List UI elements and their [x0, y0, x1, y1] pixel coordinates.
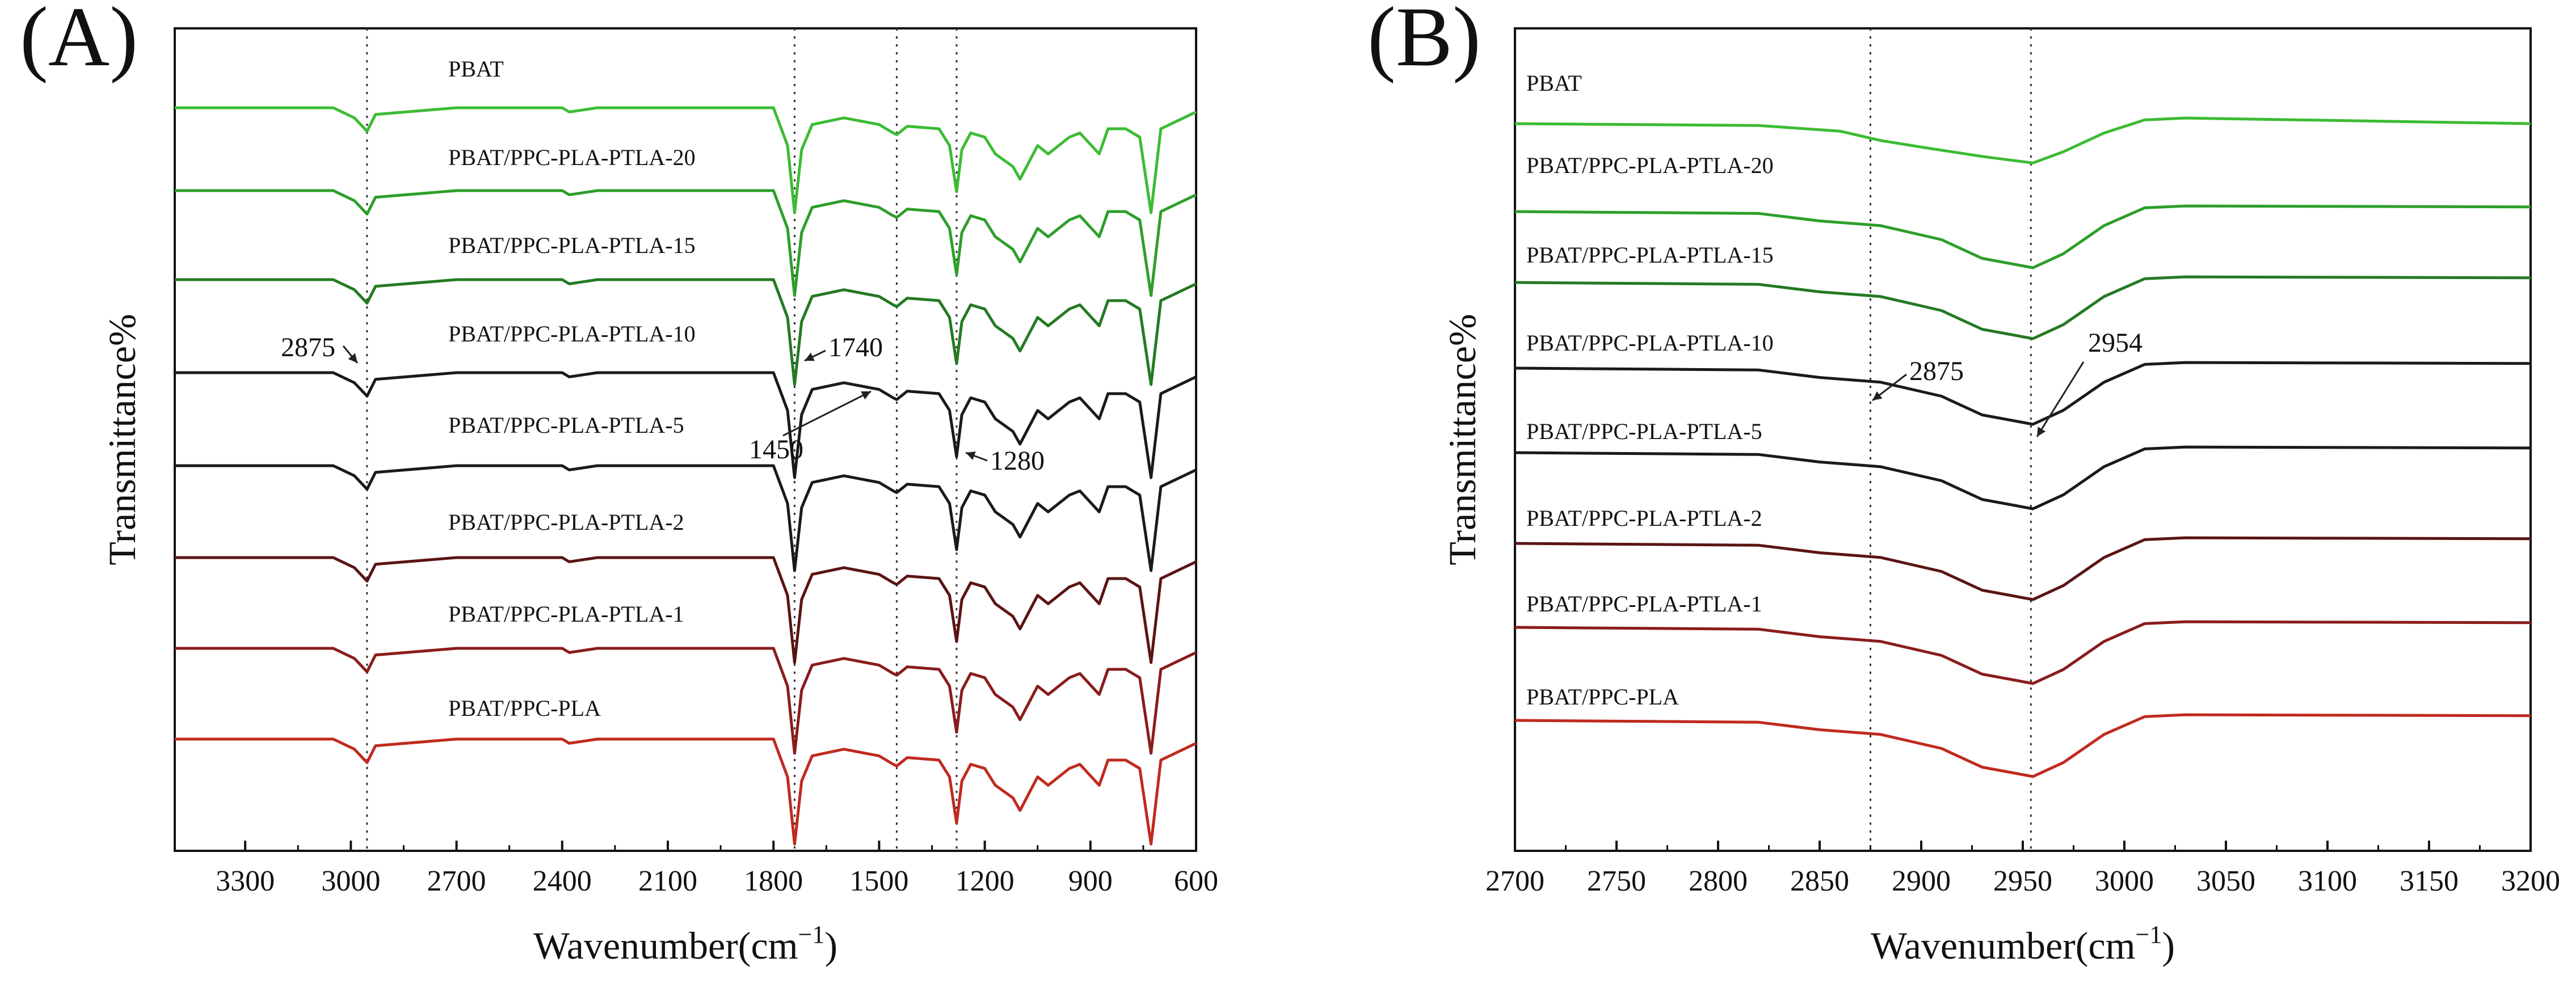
annotation-label-2875: 2875 [1909, 356, 1964, 386]
series-line-pbat-ppc-pla [175, 737, 1197, 846]
series-label: PBAT/PPC-PLA-PTLA-20 [448, 145, 696, 170]
series-line-pbat-ppc-pla-ptla-10 [175, 371, 1197, 479]
x-tick-label: 2900 [1892, 865, 1951, 897]
y-axis-title: Transmittance% [100, 314, 144, 565]
series-line-pbat-ppc-pla-ptla-5 [175, 464, 1197, 572]
x-tick-label: 900 [1068, 865, 1113, 897]
series-label: PBAT/PPC-PLA-PTLA-5 [448, 412, 684, 438]
series-line-pbat-ppc-pla-ptla-15 [1514, 275, 2531, 340]
annotation-arrowhead [348, 353, 357, 363]
series-label: PBAT/PPC-PLA-PTLA-10 [1526, 330, 1774, 356]
series-line-pbat-ppc-pla-ptla-10 [1514, 361, 2531, 426]
x-tick-label: 2100 [638, 865, 697, 897]
series-label: PBAT/PPC-PLA-PTLA-15 [1526, 242, 1774, 268]
series-line-pbat-ppc-pla-ptla-5 [1514, 445, 2531, 511]
series-label: PBAT [1526, 70, 1582, 96]
x-tick-label: 2750 [1587, 865, 1646, 897]
annotation-arrowhead [2037, 427, 2046, 437]
x-tick-label: 3200 [2501, 865, 2560, 897]
annotation-label-1280: 1280 [990, 446, 1045, 476]
x-tick-label: 3050 [2196, 865, 2255, 897]
chart-panel-a: (A) 3300 3000 2700 2400 2100 1800 1500 1200 900 60… [20, 0, 1218, 967]
series-label: PBAT/PPC-PLA-PTLA-2 [1526, 505, 1762, 531]
series-line-pbat-ppc-pla-ptla-1 [1514, 620, 2531, 685]
series-label: PBAT/PPC-PLA-PTLA-1 [1526, 591, 1762, 617]
series-label: PBAT/PPC-PLA [448, 695, 601, 721]
x-tick-label: 1800 [744, 865, 803, 897]
annotation-label-2875: 2875 [281, 332, 335, 362]
x-tick-label: 3150 [2400, 865, 2459, 897]
series-line-pbat [1514, 116, 2531, 164]
x-tick-label: 3000 [2095, 865, 2154, 897]
x-tick-label: 2700 [1485, 865, 1544, 897]
series-label: PBAT/PPC-PLA [1526, 684, 1679, 710]
x-axis-title: Wavenumber(cm−1) [1871, 921, 2175, 967]
series-line-pbat-ppc-pla-ptla-2 [175, 556, 1197, 664]
x-tick-label: 2850 [1790, 865, 1849, 897]
chart-panel-b: (B) 2700 2750 2800 2850 2900 2950 3000 3050 3100 3… [1367, 0, 2560, 967]
series-line-pbat-ppc-pla-ptla-2 [1514, 536, 2531, 601]
x-tick-label: 2700 [427, 865, 486, 897]
series-label: PBAT [448, 56, 504, 82]
x-tick-label: 1200 [956, 865, 1015, 897]
x-tick-label: 2950 [1993, 865, 2052, 897]
annotation-label-2954: 2954 [2088, 328, 2143, 358]
x-tick-label: 3300 [216, 865, 275, 897]
annotation-label-1450: 1450 [749, 434, 803, 465]
x-axis-title: Wavenumber(cm−1) [533, 921, 837, 967]
annotation-arrowhead [966, 452, 976, 461]
series-label: PBAT/PPC-PLA-PTLA-5 [1526, 419, 1762, 444]
x-tick-label: 600 [1174, 865, 1218, 897]
series-line-pbat-ppc-pla-ptla-20 [175, 189, 1197, 297]
x-tick-label: 2400 [533, 865, 592, 897]
plot-frame [174, 27, 1197, 852]
series-line-pbat-ppc-pla-ptla-1 [175, 647, 1197, 755]
x-tick-label: 3100 [2298, 865, 2357, 897]
x-tick-label: 2800 [1689, 865, 1748, 897]
series-line-pbat [175, 106, 1197, 214]
panel-label: (B) [1367, 0, 1481, 84]
annotation-arrowhead [861, 391, 871, 400]
series-label: PBAT/PPC-PLA-PTLA-2 [448, 509, 684, 535]
annotation-arrowhead [1872, 391, 1883, 400]
x-tick-label: 3000 [321, 865, 380, 897]
annotation-arrow [782, 390, 872, 437]
annotation-arrow [2036, 361, 2085, 437]
series-label: PBAT/PPC-PLA-PTLA-20 [1526, 153, 1774, 178]
series-line-pbat-ppc-pla-ptla-15 [175, 278, 1197, 386]
series-line-pbat-ppc-pla-ptla-20 [1514, 204, 2531, 269]
x-tick-label: 1500 [849, 865, 908, 897]
series-label: PBAT/PPC-PLA-PTLA-1 [448, 601, 684, 627]
series-label: PBAT/PPC-PLA-PTLA-15 [448, 233, 696, 258]
panel-label: (A) [20, 0, 138, 84]
y-axis-title: Transmittance% [1441, 314, 1484, 565]
annotation-label-1740: 1740 [828, 332, 883, 362]
series-label: PBAT/PPC-PLA-PTLA-10 [448, 321, 696, 347]
series-line-pbat-ppc-pla [1514, 713, 2531, 778]
annotation-arrowhead [805, 352, 815, 361]
